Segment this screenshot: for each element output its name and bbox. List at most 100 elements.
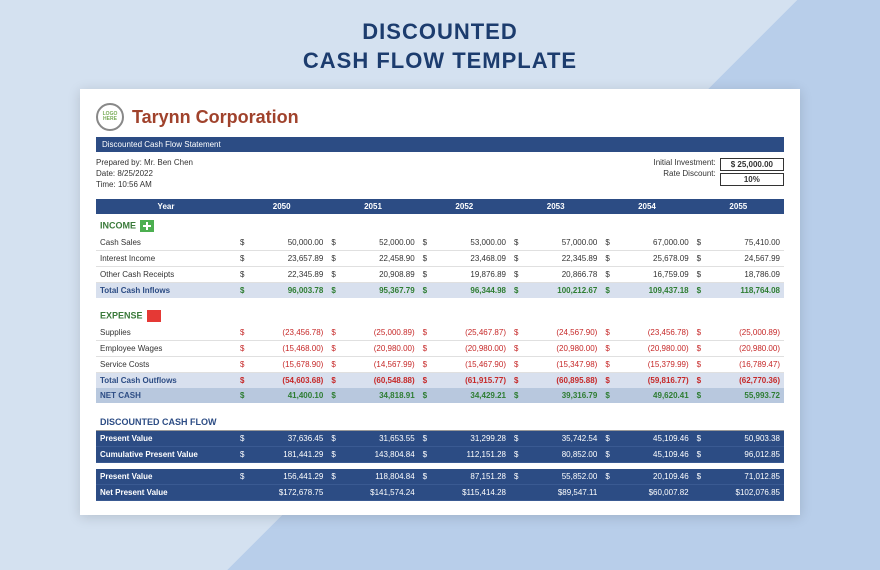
table-cell[interactable]: $75,410.00	[693, 235, 784, 251]
table-cell[interactable]: $115,414.28	[419, 485, 510, 501]
plus-icon[interactable]	[140, 220, 154, 232]
table-cell[interactable]: $143,804.84	[327, 447, 418, 463]
table-cell[interactable]: $(62,770.36)	[693, 373, 784, 389]
table-cell[interactable]: $156,441.29	[236, 469, 327, 485]
table-cell[interactable]: $181,441.29	[236, 447, 327, 463]
table-cell[interactable]: $(16,789.47)	[693, 357, 784, 373]
table-cell[interactable]: $100,212.67	[510, 283, 601, 299]
table-cell[interactable]: $(61,915.77)	[419, 373, 510, 389]
table-cell[interactable]: $22,345.89	[236, 267, 327, 283]
table-cell[interactable]: $53,000.00	[419, 235, 510, 251]
table-cell[interactable]: $(60,548.88)	[327, 373, 418, 389]
table-cell[interactable]: $(20,980.00)	[510, 341, 601, 357]
initial-investment-label: Initial Investment:	[653, 158, 715, 167]
table-cell[interactable]: $(20,980.00)	[601, 341, 692, 357]
income-label: INCOME	[100, 221, 136, 231]
table-cell[interactable]: $(20,980.00)	[693, 341, 784, 357]
table-cell[interactable]: $(15,379.99)	[601, 357, 692, 373]
table-cell[interactable]: $67,000.00	[601, 235, 692, 251]
table-cell[interactable]: $95,367.79	[327, 283, 418, 299]
table-cell[interactable]: $18,786.09	[693, 267, 784, 283]
table-cell[interactable]: $45,109.46	[601, 431, 692, 447]
table-cell[interactable]: $102,076.85	[693, 485, 784, 501]
table-cell[interactable]: $118,804.84	[327, 469, 418, 485]
table-cell[interactable]: $(60,895.88)	[510, 373, 601, 389]
table-cell[interactable]: $19,876.89	[419, 267, 510, 283]
table-cell[interactable]: $(54,603.68)	[236, 373, 327, 389]
row-label: Net Present Value	[96, 485, 236, 501]
table-cell[interactable]: $55,993.72	[693, 388, 784, 403]
row-label: Total Cash Inflows	[96, 283, 236, 299]
table-cell[interactable]: $(25,000.89)	[693, 325, 784, 341]
table-cell[interactable]: $(25,467.87)	[419, 325, 510, 341]
year-col: 2054	[601, 199, 692, 214]
table-cell[interactable]: $49,620.41	[601, 388, 692, 403]
table-cell[interactable]: $60,007.82	[601, 485, 692, 501]
minus-icon[interactable]	[147, 310, 161, 322]
table-cell[interactable]: $112,151.28	[419, 447, 510, 463]
table-cell[interactable]: $(25,000.89)	[327, 325, 418, 341]
table-cell[interactable]: $50,903.38	[693, 431, 784, 447]
table-cell[interactable]: $(59,816.77)	[601, 373, 692, 389]
table-cell[interactable]: $96,003.78	[236, 283, 327, 299]
table-cell[interactable]: $22,345.89	[510, 251, 601, 267]
table-cell[interactable]: $57,000.00	[510, 235, 601, 251]
table-cell[interactable]: $41,400.10	[236, 388, 327, 403]
table-cell[interactable]: $37,636.45	[236, 431, 327, 447]
table-cell[interactable]: $141,574.24	[327, 485, 418, 501]
header: LOGO HERE Tarynn Corporation	[96, 103, 784, 131]
row-label: Employee Wages	[96, 341, 236, 357]
table-cell[interactable]: $(15,678.90)	[236, 357, 327, 373]
table-cell[interactable]: $(24,567.90)	[510, 325, 601, 341]
table-cell[interactable]: $23,657.89	[236, 251, 327, 267]
year-header-row: Year 2050 2051 2052 2053 2054 2055	[96, 199, 784, 214]
table-cell[interactable]: $34,429.21	[419, 388, 510, 403]
rate-discount-value[interactable]: 10%	[720, 173, 784, 186]
initial-investment-value[interactable]: $ 25,000.00	[720, 158, 784, 171]
table-cell[interactable]: $172,678.75	[236, 485, 327, 501]
table-cell[interactable]: $(20,980.00)	[327, 341, 418, 357]
table-cell[interactable]: $109,437.18	[601, 283, 692, 299]
prepared-by-label: Prepared by:	[96, 158, 142, 167]
total-inflows-row: Total Cash Inflows$96,003.78$95,367.79$9…	[96, 283, 784, 299]
table-cell[interactable]: $80,852.00	[510, 447, 601, 463]
table-cell[interactable]: $20,866.78	[510, 267, 601, 283]
table-row: Present Value$156,441.29$118,804.84$87,1…	[96, 469, 784, 485]
table-cell[interactable]: $96,344.98	[419, 283, 510, 299]
table-cell[interactable]: $35,742.54	[510, 431, 601, 447]
row-label: Interest Income	[96, 251, 236, 267]
table-cell[interactable]: $(20,980.00)	[419, 341, 510, 357]
table-cell[interactable]: $87,151.28	[419, 469, 510, 485]
table-cell[interactable]: $(14,567.99)	[327, 357, 418, 373]
table-cell[interactable]: $20,908.89	[327, 267, 418, 283]
table-cell[interactable]: $31,299.28	[419, 431, 510, 447]
page-title-line2: CASH FLOW TEMPLATE	[0, 47, 880, 76]
row-label: Other Cash Receipts	[96, 267, 236, 283]
table-cell[interactable]: $39,316.79	[510, 388, 601, 403]
table-cell[interactable]: $22,458.90	[327, 251, 418, 267]
meta-left: Prepared by: Mr. Ben Chen Date: 8/25/202…	[96, 158, 193, 191]
table-cell[interactable]: $96,012.85	[693, 447, 784, 463]
table-cell[interactable]: $23,468.09	[419, 251, 510, 267]
table-cell[interactable]: $45,109.46	[601, 447, 692, 463]
table-cell[interactable]: $50,000.00	[236, 235, 327, 251]
table-cell[interactable]: $(15,468.00)	[236, 341, 327, 357]
table-cell[interactable]: $16,759.09	[601, 267, 692, 283]
table-cell[interactable]: $(23,456.78)	[601, 325, 692, 341]
table-cell[interactable]: $52,000.00	[327, 235, 418, 251]
table-cell[interactable]: $20,109.46	[601, 469, 692, 485]
table-cell[interactable]: $55,852.00	[510, 469, 601, 485]
table-cell[interactable]: $34,818.91	[327, 388, 418, 403]
row-label: Total Cash Outflows	[96, 373, 236, 389]
table-cell[interactable]: $24,567.99	[693, 251, 784, 267]
year-col: 2050	[236, 199, 327, 214]
table-cell[interactable]: $(15,347.98)	[510, 357, 601, 373]
year-col: 2052	[419, 199, 510, 214]
table-cell[interactable]: $31,653.55	[327, 431, 418, 447]
table-cell[interactable]: $(15,467.90)	[419, 357, 510, 373]
table-cell[interactable]: $(23,456.78)	[236, 325, 327, 341]
table-cell[interactable]: $89,547.11	[510, 485, 601, 501]
table-cell[interactable]: $71,012.85	[693, 469, 784, 485]
table-cell[interactable]: $25,678.09	[601, 251, 692, 267]
table-cell[interactable]: $118,764.08	[693, 283, 784, 299]
